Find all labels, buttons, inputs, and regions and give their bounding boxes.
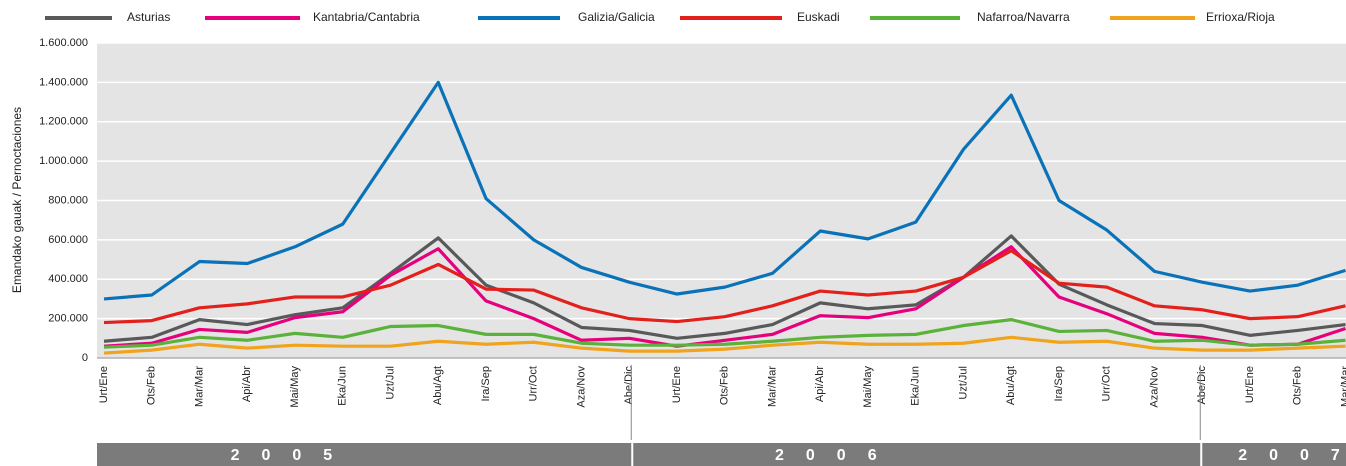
x-tick-label: Urr/Oct [528,366,540,401]
x-tick-label: Uzt/Jul [384,366,396,400]
x-tick-label: Api/Abr [814,366,826,402]
y-tick-label: 200.000 [48,313,88,325]
x-tick-label: Api/Abr [241,366,253,402]
legend-label: Kantabria/Cantabria [313,10,420,24]
legend-label: Euskadi [797,10,840,24]
series-line [103,249,1346,325]
x-tick-label: Mar/Mar [1339,366,1346,407]
x-tick-label: Mai/May [862,366,874,408]
x-tick-label: Abu/Agt [432,366,444,405]
year-label: 2006 [775,447,899,464]
year-label: 2005 [231,447,355,464]
year-band [97,443,632,466]
legend-label: Errioxa/Rioja [1206,10,1275,24]
x-tick-label: Mai/May [289,366,301,408]
x-tick-label: Abe/Dic [623,366,635,405]
series-line [103,234,1346,343]
year-band [1202,443,1346,466]
series-line [103,318,1346,349]
x-tick-label: Aza/Nov [575,366,587,408]
x-tick-label: Urt/Ene [1244,366,1256,403]
x-tick-label: Eka/Jun [910,366,922,406]
x-tick-label: Ira/Sep [480,366,492,401]
x-tick-label: Aza/Nov [1148,366,1160,408]
y-tick-label: 1.000.000 [39,155,88,167]
y-tick-label: 0 [82,352,88,364]
year-label: 2007 [1238,447,1346,464]
x-tick-label: Ira/Sep [1053,366,1065,401]
y-tick-label: 400.000 [48,273,88,285]
y-axis-label: Emandako gauak / Pernoctaciones [10,107,24,293]
x-tick-label: Urt/Ene [98,366,110,403]
x-tick-label: Abu/Agt [1005,366,1017,405]
x-tick-label: Abe/Dic [1196,366,1208,405]
legend-label: Asturias [127,10,170,24]
x-tick-label: Ots/Feb [719,366,731,405]
y-tick-label: 1.200.000 [39,116,88,128]
x-tick-label: Mar/Mar [193,366,205,407]
x-tick-label: Uzt/Jul [957,366,969,400]
x-tick-label: Ots/Feb [146,366,158,405]
series-line [103,245,1346,348]
legend-label: Galizia/Galicia [578,10,655,24]
y-tick-label: 1.600.000 [39,37,88,49]
x-tick-label: Eka/Jun [337,366,349,406]
y-tick-label: 800.000 [48,194,88,206]
year-band [633,443,1201,466]
x-tick-label: Mar/Mar [766,366,778,407]
x-tick-label: Ots/Feb [1292,366,1304,405]
x-tick-label: Urt/Ene [671,366,683,403]
y-tick-label: 1.400.000 [39,76,88,88]
series-line [103,335,1346,355]
y-tick-label: 600.000 [48,234,88,246]
legend-label: Nafarroa/Navarra [977,10,1070,24]
x-tick-label: Urr/Oct [1101,366,1113,401]
series-line [103,80,1346,301]
